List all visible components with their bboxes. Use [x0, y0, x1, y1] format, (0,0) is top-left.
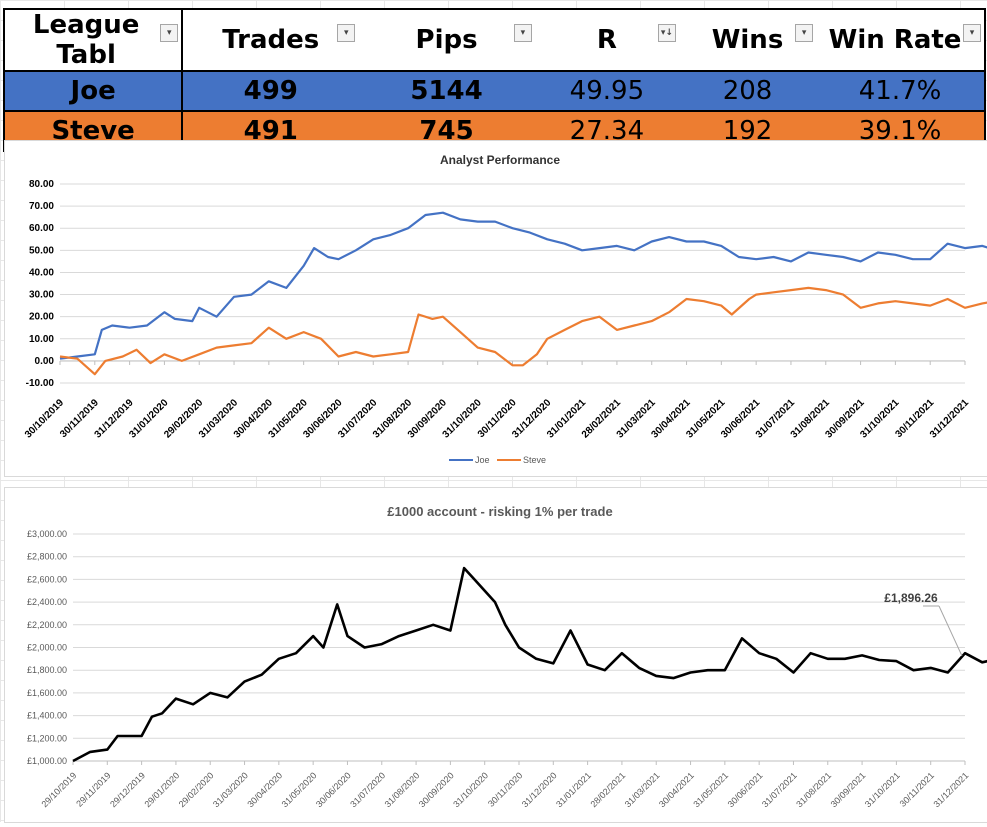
series-line-joe[interactable]	[59, 211, 987, 360]
cell-wins[interactable]: 208	[678, 70, 817, 112]
analyst-performance-chart: Analyst Performance 80.00 70.00 60.00 50.00…	[23, 153, 987, 465]
x-tick-label: 31/12/2020	[520, 770, 559, 809]
filter-dropdown-icon[interactable]: ▾	[963, 24, 981, 42]
x-tick-label: 30/04/2020	[245, 770, 284, 809]
x-tick-label: 31/07/2021	[760, 770, 799, 809]
y-tick-label: £2,800.00	[27, 552, 67, 562]
y-tick-label: £1,600.00	[27, 688, 67, 698]
x-tick-label: 31/07/2020	[348, 770, 387, 809]
x-tick-label: 31/08/2020	[383, 770, 422, 809]
header-wins: Wins ▾	[678, 8, 817, 71]
analyst-performance-chart-area[interactable]: Analyst Performance 80.00 70.00 60.00 50.00…	[4, 140, 987, 477]
chart-title: £1000 account - risking 1% per trade	[387, 504, 612, 519]
cell-win-rate[interactable]: 41.7%	[816, 70, 986, 112]
header-label: R	[596, 25, 617, 55]
x-tick-label: 31/12/2021	[931, 770, 970, 809]
sort-filter-icon[interactable]: ▾↓	[657, 24, 676, 42]
y-tick-label: -10.00	[26, 378, 55, 389]
header-r: R ▾↓	[534, 8, 679, 71]
header-win-rate: Win Rate ▾	[816, 8, 986, 71]
x-tick-label: 30/11/2021	[898, 770, 936, 808]
y-tick-label: 60.00	[29, 223, 54, 234]
x-tick-label: 29/12/2019	[108, 770, 147, 809]
cell-name[interactable]: Joe	[2, 70, 184, 112]
x-tick-label: 29/02/2020	[177, 770, 216, 809]
x-tick-label: 31/05/2021	[691, 770, 730, 809]
x-tick-label: 31/05/2020	[280, 770, 319, 809]
chart-title: Analyst Performance	[440, 153, 560, 167]
x-tick-label: 29/01/2020	[142, 770, 181, 809]
x-tick-label: 30/11/2020	[486, 770, 524, 808]
league-table: League Tabl ▾ Trades ▾ Pips ▾ R ▾↓ Wins …	[2, 8, 986, 152]
cell-trades[interactable]: 499	[182, 70, 359, 112]
x-tick-label: 30/06/2021	[726, 770, 765, 809]
table-row-joe: Joe 499 5144 49.95 208 41.7%	[2, 70, 986, 112]
y-tick-label: £2,400.00	[27, 597, 67, 607]
y-tick-label: 30.00	[29, 290, 54, 301]
x-tick-label: 30/04/2021	[657, 770, 696, 809]
x-tick-label: 31/10/2021	[863, 770, 902, 809]
header-label: Pips	[415, 25, 478, 55]
x-tick-label: 29/11/2019	[74, 770, 112, 808]
last-value-label: £1,896.26	[884, 591, 938, 605]
y-tick-label: £2,600.00	[27, 574, 67, 584]
y-tick-label: 0.00	[35, 356, 55, 367]
header-label: Win Rate	[828, 25, 962, 55]
x-tick-label: 31/10/2020	[451, 770, 490, 809]
x-tick-label: 30/06/2020	[314, 770, 353, 809]
y-tick-label: £2,000.00	[27, 643, 67, 653]
y-tick-label: 40.00	[29, 267, 54, 278]
x-tick-label: 30/09/2020	[417, 770, 456, 809]
account-chart-area[interactable]: £1000 account - risking 1% per trade £3,…	[4, 487, 987, 823]
y-tick-label: 80.00	[29, 179, 54, 190]
x-tick-label: 29/10/2019	[39, 770, 78, 809]
x-tick-label: 31/03/2020	[211, 770, 250, 809]
header-label: Wins	[711, 25, 784, 55]
y-tick-label: 50.00	[29, 245, 54, 256]
x-tick-label: 30/09/2021	[829, 770, 868, 809]
legend: Joe Steve	[449, 455, 546, 465]
league-header-row: League Tabl ▾ Trades ▾ Pips ▾ R ▾↓ Wins …	[2, 8, 986, 71]
y-tick-label: £1,400.00	[27, 711, 67, 721]
x-tick-label: 31/01/2021	[554, 770, 593, 809]
legend-joe-label: Joe	[475, 455, 490, 465]
y-tick-label: 20.00	[29, 312, 54, 323]
header-label: League Tabl	[32, 10, 140, 70]
y-tick-label: £1,000.00	[27, 756, 67, 766]
callout-leader-line	[938, 605, 963, 657]
header-league-table: League Tabl ▾	[2, 8, 184, 71]
header-trades: Trades ▾	[182, 8, 359, 71]
filter-dropdown-icon[interactable]: ▾	[160, 24, 179, 42]
x-tick-label: 28/02/2021	[588, 770, 627, 809]
legend-steve-label: Steve	[523, 455, 546, 465]
y-tick-label: 10.00	[29, 334, 54, 345]
y-tick-label: £3,000.00	[27, 529, 67, 539]
y-tick-label: £1,800.00	[27, 665, 67, 675]
cell-r[interactable]: 49.95	[534, 70, 679, 112]
filter-dropdown-icon[interactable]: ▾	[795, 24, 814, 42]
x-tick-label: 31/08/2021	[794, 770, 833, 809]
y-tick-label: 70.00	[29, 201, 54, 212]
x-tick-label: 31/03/2021	[623, 770, 662, 809]
filter-dropdown-icon[interactable]: ▾	[513, 24, 532, 42]
header-pips: Pips ▾	[358, 8, 535, 71]
account-growth-chart: £1000 account - risking 1% per trade £3,…	[27, 504, 987, 809]
series-line-account[interactable]	[72, 566, 987, 763]
filter-dropdown-icon[interactable]: ▾	[337, 24, 356, 42]
cell-pips[interactable]: 5144	[358, 70, 535, 112]
y-tick-label: £2,200.00	[27, 620, 67, 630]
data-label-callout: £1,896.26	[884, 591, 963, 657]
y-tick-label: £1,200.00	[27, 733, 67, 743]
header-label: Trades	[222, 25, 320, 55]
series-line-steve[interactable]	[59, 286, 987, 376]
